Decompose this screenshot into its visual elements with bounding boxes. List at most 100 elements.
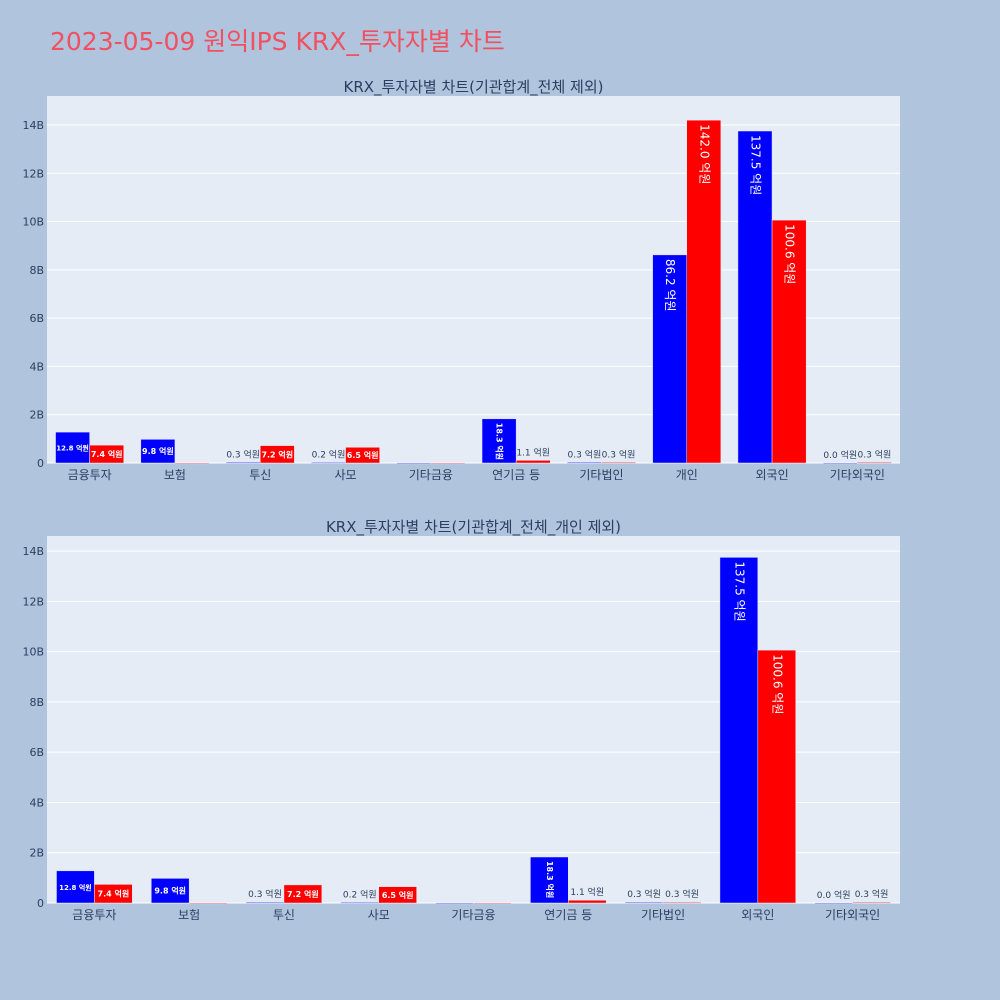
bar-sell — [89, 444, 125, 464]
bar-sell — [771, 219, 807, 464]
y-tick-label: 0 — [37, 457, 44, 470]
chart-subtitle: KRX_투자자별 차트(기관합계_전체_개인 제외) — [326, 518, 621, 537]
bar-value-label: 12.8 억원 — [59, 883, 92, 892]
bar-value-label: 7.2 억원 — [261, 449, 293, 459]
bar-value-label: 0.3 억원 — [602, 448, 636, 460]
page-title: 2023-05-09 원익IPS KRX_투자자별 차트 — [50, 27, 505, 56]
y-tick-label: 14B — [22, 119, 44, 132]
bar-value-label: 18.3 억원 — [495, 423, 505, 460]
bar-value-label: 6.5 억원 — [382, 890, 414, 900]
chart-subtitle: KRX_투자자별 차트(기관합계_전체 제외) — [344, 78, 604, 97]
bar-value-label: 0.2 억원 — [343, 888, 377, 900]
chart-bottom: KRX_투자자별 차트(기관합계_전체_개인 제외) 0 2B 4B 6B 8B 10B 12… — [22, 518, 900, 922]
chart-top: KRX_투자자별 차트(기관합계_전체 제외) 0 2B 4B 6B 8B 10B 12B 14… — [22, 78, 900, 482]
bar-sell — [174, 462, 210, 465]
x-tick-label: 사모 — [335, 468, 357, 482]
x-tick-label: 개인 — [676, 468, 698, 482]
bar-buy — [140, 439, 176, 464]
bar-value-label: 100.6 억원 — [770, 654, 784, 714]
bar-value-label: 0.3 억원 — [858, 448, 892, 460]
bar-sell — [378, 886, 417, 904]
bar-sell — [430, 462, 466, 465]
bar-buy — [814, 902, 853, 905]
bar-sell — [345, 447, 380, 464]
bar-buy — [396, 462, 432, 465]
x-tick-label: 기타법인 — [579, 468, 623, 482]
bar-buy — [719, 557, 759, 904]
bar-value-label: 7.2 억원 — [287, 889, 319, 899]
bar-value-label: 1.1 억원 — [516, 446, 550, 458]
y-tick-label: 4B — [29, 360, 44, 373]
bar-buy — [530, 856, 569, 904]
x-tick-label: 외국인 — [755, 468, 788, 482]
bar-buy — [567, 462, 602, 464]
x-tick-label: 금융투자 — [72, 908, 116, 922]
x-tick-label: 기타금융 — [409, 468, 453, 482]
bar-sell — [686, 119, 722, 464]
bar-buy — [652, 254, 688, 464]
bar-sell — [188, 902, 228, 905]
bar-sell — [283, 884, 323, 904]
y-tick-label: 12B — [22, 595, 44, 608]
bar-value-label: 7.4 억원 — [91, 449, 123, 459]
bar-value-label: 0.3 억원 — [665, 888, 699, 900]
bar-buy — [311, 462, 346, 464]
bar-sell — [473, 902, 512, 905]
bar-sell — [852, 901, 891, 904]
bar-buy — [55, 431, 90, 464]
y-tick-label: 2B — [29, 847, 44, 860]
y-tick-label: 14B — [22, 545, 44, 558]
bar-buy — [481, 418, 517, 464]
bar-value-label: 142.0 억원 — [697, 124, 711, 184]
bar-sell — [515, 460, 551, 464]
bar-value-label: 86.2 억원 — [663, 259, 677, 312]
bar-value-label: 0.0 억원 — [823, 449, 857, 461]
x-tick-label: 기타외국인 — [825, 908, 880, 922]
bar-sell — [568, 899, 607, 904]
bar-value-label: 0.2 억원 — [312, 449, 346, 461]
bar-buy — [245, 901, 285, 904]
bar-sell — [757, 649, 796, 904]
x-tick-label: 기타법인 — [641, 908, 685, 922]
bar-sell — [94, 884, 133, 904]
bar-sell — [260, 445, 295, 464]
x-tick-label: 기타외국인 — [830, 468, 885, 482]
y-tick-label: 2B — [29, 409, 44, 422]
bar-value-label: 12.8 억원 — [56, 444, 89, 453]
y-tick-label: 0 — [37, 897, 44, 910]
bar-value-label: 0.3 억원 — [248, 888, 282, 900]
bar-value-label: 1.1 억원 — [570, 886, 604, 898]
bar-value-label: 9.8 억원 — [142, 446, 174, 456]
bar-value-label: 0.3 억원 — [627, 888, 661, 900]
bar-sell — [857, 462, 892, 464]
bar-value-label: 100.6 억원 — [783, 224, 797, 284]
y-tick-label: 6B — [29, 746, 44, 759]
bar-value-label: 0.3 억원 — [855, 888, 889, 900]
bar-buy — [340, 902, 379, 904]
bar-value-label: 6.5 억원 — [347, 450, 379, 460]
x-tick-label: 보험 — [178, 908, 200, 922]
x-tick-label: 사모 — [368, 908, 390, 922]
x-tick-label: 금융투자 — [68, 468, 112, 482]
bar-buy — [56, 870, 95, 904]
bar-buy — [435, 902, 474, 905]
y-tick-label: 10B — [22, 216, 44, 229]
y-tick-label: 8B — [29, 696, 44, 709]
y-tick-label: 6B — [29, 312, 44, 325]
x-tick-label: 기타금융 — [451, 908, 495, 922]
bar-buy — [822, 462, 858, 465]
bar-value-label: 9.8 억원 — [154, 886, 186, 896]
x-tick-label: 투신 — [249, 468, 271, 482]
bar-value-label: 0.3 억원 — [226, 448, 260, 460]
bar-value-label: 137.5 억원 — [732, 561, 746, 621]
y-tick-label: 8B — [29, 264, 44, 277]
bar-value-label: 18.3 억원 — [545, 861, 555, 898]
y-tick-label: 4B — [29, 796, 44, 809]
bar-buy — [624, 901, 664, 904]
bar-value-label: 0.3 억원 — [568, 448, 602, 460]
bar-value-label: 137.5 억원 — [748, 135, 762, 195]
x-tick-label: 보험 — [164, 468, 186, 482]
bar-buy — [737, 130, 773, 464]
x-tick-label: 연기금 등 — [544, 908, 592, 922]
y-tick-label: 12B — [22, 167, 44, 180]
